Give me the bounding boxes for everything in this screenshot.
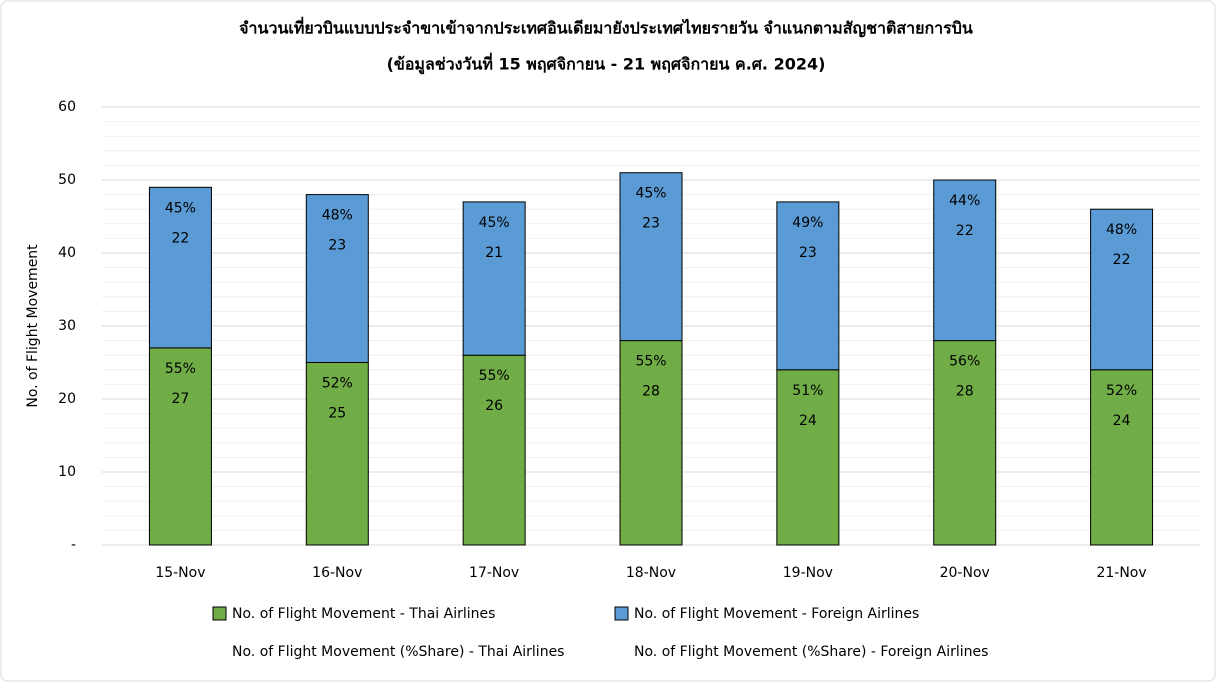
share-label: 45% [479,215,510,231]
bar [1090,208,1154,371]
value-label: 23 [642,216,660,232]
share-label: 45% [635,186,666,202]
legend-label: No. of Flight Movement (%Share) - Thai A… [232,644,564,660]
x-tick-label: 15-Nov [155,565,205,581]
legend-label: No. of Flight Movement - Foreign Airline… [634,606,919,622]
share-label: 55% [479,368,510,384]
value-label: 22 [1113,252,1131,268]
share-label: 55% [635,354,666,370]
bar [776,201,840,371]
bar [933,179,997,342]
x-tick-label: 20-Nov [940,565,990,581]
value-label: 25 [328,406,346,422]
bar [305,362,369,546]
value-label: 22 [172,230,190,246]
y-tick-label: 10 [58,464,76,480]
legend-label: No. of Flight Movement - Thai Airlines [232,606,495,622]
share-label: 52% [322,376,353,392]
chart-title: จำนวนเที่ยวบินแบบประจำขาเข้าจากประเทศอิน… [239,17,973,39]
value-label: 28 [642,384,660,400]
value-label: 22 [956,223,974,239]
y-tick-label: 50 [58,172,76,188]
bar [619,340,683,546]
x-tick-label: 17-Nov [469,565,519,581]
value-label: 24 [799,413,817,429]
value-label: 28 [956,384,974,400]
bar [462,354,526,546]
share-label: 45% [165,200,196,216]
legend-swatch [614,606,629,621]
bar [619,172,683,342]
y-tick-label: 30 [58,318,76,334]
value-label: 26 [485,398,503,414]
bar [462,201,526,356]
value-label: 23 [328,238,346,254]
bar [148,347,212,546]
x-tick-label: 21-Nov [1096,565,1146,581]
value-label: 23 [799,245,817,261]
y-tick-label: - [71,537,76,553]
y-tick-label: 40 [58,245,76,261]
bar [305,194,369,363]
legend-swatch [212,606,227,621]
chart-subtitle: (ข้อมูลช่วงวันที่ 15 พฤศจิกายน - 21 พฤศจ… [387,53,826,76]
value-label: 24 [1113,413,1131,429]
bar [776,369,840,546]
legend-label: No. of Flight Movement (%Share) - Foreig… [634,644,988,660]
y-tick-label: 60 [58,99,76,115]
value-label: 21 [485,245,503,261]
share-label: 56% [949,354,980,370]
x-tick-label: 16-Nov [312,565,362,581]
y-tick-label: 20 [58,391,76,407]
share-label: 48% [322,208,353,224]
value-label: 27 [172,391,190,407]
x-tick-label: 18-Nov [626,565,676,581]
bar [148,186,212,349]
share-label: 48% [1106,222,1137,238]
y-axis-label: No. of Flight Movement [25,244,41,408]
share-label: 49% [792,215,823,231]
share-label: 52% [1106,383,1137,399]
x-tick-label: 19-Nov [783,565,833,581]
bar [933,340,997,546]
share-label: 44% [949,193,980,209]
share-label: 51% [792,383,823,399]
share-label: 55% [165,361,196,377]
